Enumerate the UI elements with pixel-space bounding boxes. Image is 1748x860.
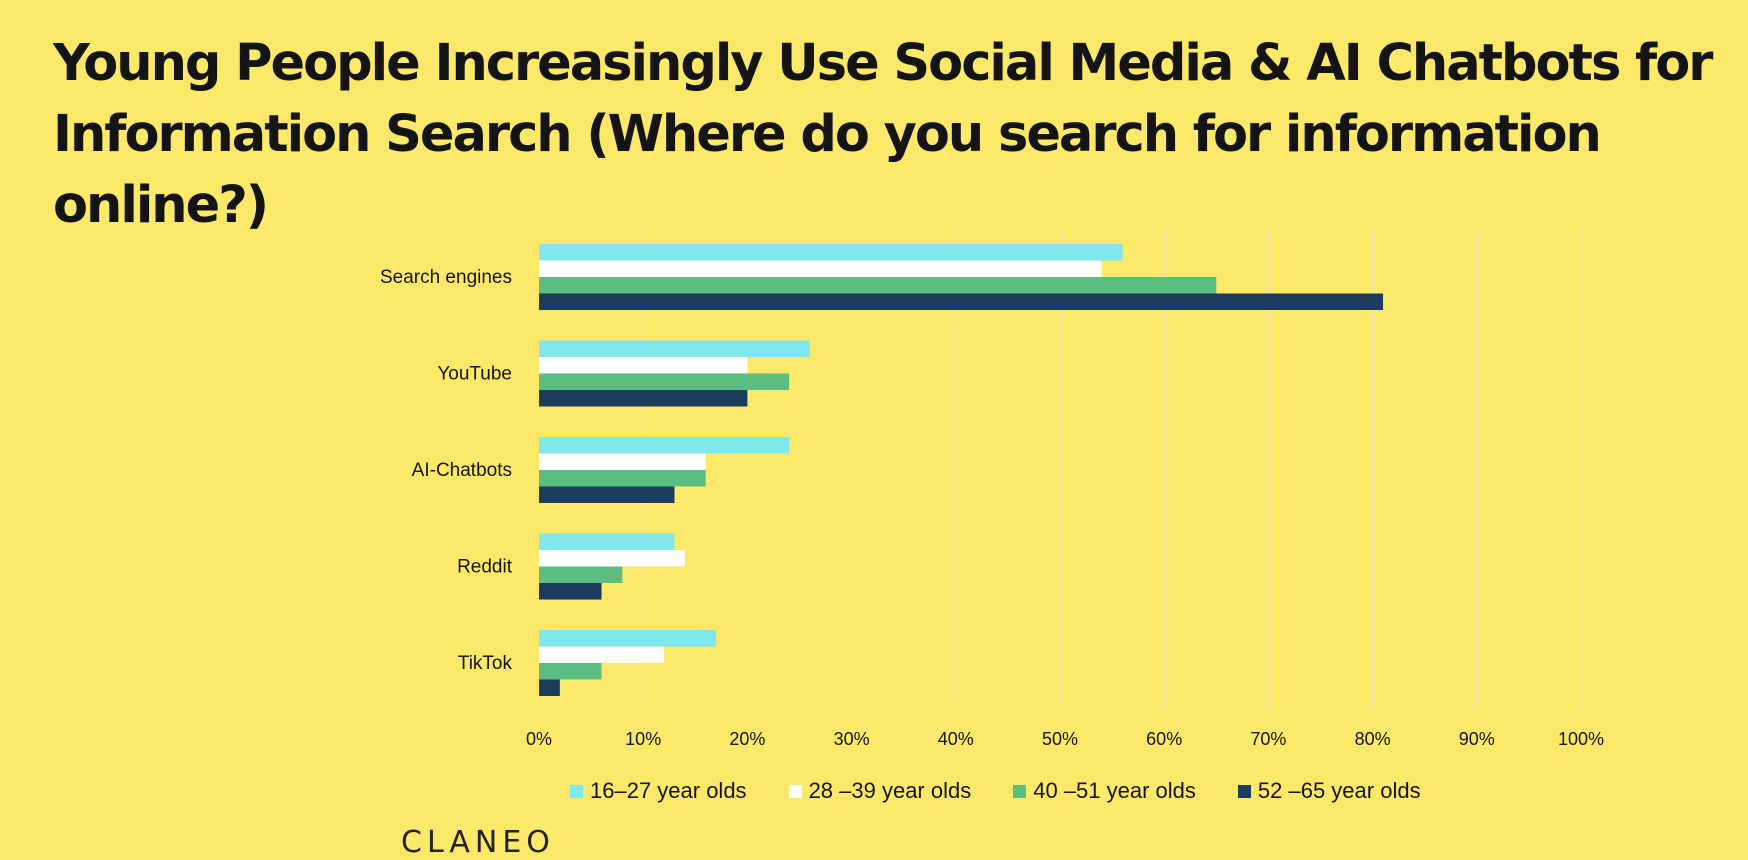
- x-tick-label: 10%: [625, 729, 661, 749]
- legend-swatch: [788, 784, 802, 798]
- legend-item-52-65: 52 –65 year olds: [1237, 778, 1421, 804]
- x-tick-label: 70%: [1250, 729, 1286, 749]
- x-tick-label: 90%: [1459, 729, 1495, 749]
- bar: [539, 550, 685, 567]
- chart-title: Young People Increasingly Use Social Med…: [53, 34, 1713, 235]
- bar: [539, 453, 706, 470]
- legend-item-40-51: 40 –51 year olds: [1013, 778, 1196, 804]
- bar: [539, 260, 1102, 277]
- bar: [539, 533, 675, 550]
- category-label: Search engines: [380, 267, 512, 288]
- category-label: TikTok: [458, 653, 513, 674]
- legend-swatch: [1013, 784, 1027, 798]
- x-tick-label: 0%: [526, 729, 552, 749]
- x-tick-label: 80%: [1355, 729, 1391, 749]
- category-label: Reddit: [457, 557, 513, 578]
- legend-item-28-39: 28 –39 year olds: [788, 778, 972, 804]
- legend-label: 16–27 year olds: [590, 778, 747, 803]
- legend-item-16-27: 16–27 year olds: [570, 778, 747, 804]
- bar: [539, 277, 1217, 294]
- bar: [539, 630, 717, 647]
- bar: [539, 566, 623, 583]
- bar: [539, 437, 790, 454]
- legend-label: 28 –39 year olds: [808, 778, 972, 803]
- x-tick-label: 50%: [1042, 729, 1078, 749]
- bar: [539, 663, 602, 680]
- legend-swatch: [1237, 784, 1251, 798]
- bar: [539, 357, 748, 374]
- category-label: AI-Chatbots: [412, 460, 512, 481]
- legend-label: 40 –51 year olds: [1033, 778, 1196, 803]
- bar: [539, 646, 665, 663]
- bar-chart: Search engines YouTube AI-Chatbots Reddit Ti…: [380, 228, 1604, 749]
- bar: [539, 340, 810, 357]
- x-tick-label: 20%: [729, 729, 765, 749]
- x-tick-label: 30%: [834, 729, 870, 749]
- bar: [539, 470, 706, 487]
- x-tick-label: 40%: [938, 729, 974, 749]
- x-tick-labels: 0% 10% 20% 30% 40% 50% 60% 70% 80% 90% 100%: [526, 729, 1604, 749]
- bar: [539, 244, 1123, 261]
- legend: 16–27 year olds 28 –39 year olds 40 –51 …: [570, 778, 1421, 804]
- category-label: YouTube: [437, 364, 512, 385]
- legend-swatch: [570, 784, 583, 798]
- bar: [539, 583, 602, 600]
- x-tick-label: 100%: [1558, 729, 1604, 749]
- category-labels: Search engines YouTube AI-Chatbots Reddit Ti…: [380, 267, 513, 674]
- bars: [539, 244, 1384, 696]
- bar: [539, 486, 675, 503]
- bar: [539, 390, 748, 407]
- claneo-logo: CLANEO: [401, 825, 555, 860]
- x-tick-label: 60%: [1146, 729, 1182, 749]
- bar: [539, 293, 1384, 310]
- bar: [539, 373, 790, 390]
- legend-label: 52 –65 year olds: [1257, 778, 1421, 803]
- bar: [539, 679, 560, 696]
